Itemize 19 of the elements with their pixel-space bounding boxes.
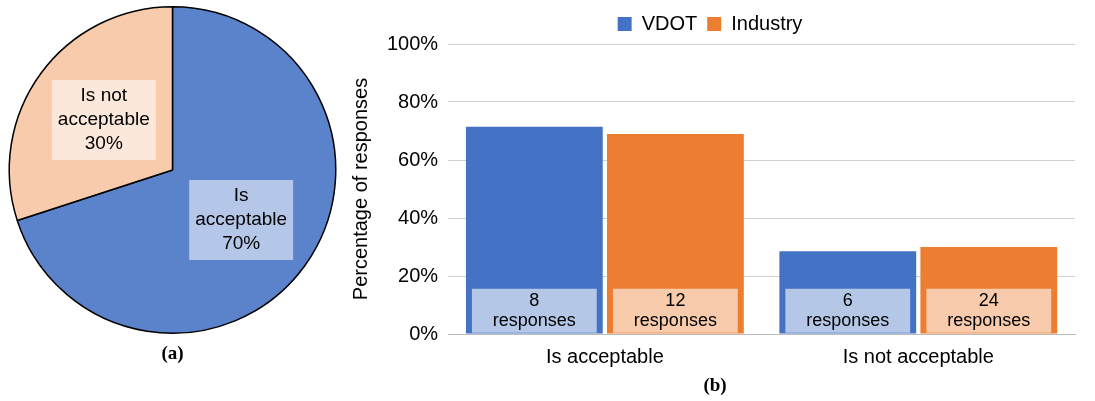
data-label: 70% bbox=[222, 232, 261, 254]
text: (a) bbox=[161, 342, 184, 364]
y-axis-title: Percentage of responses bbox=[348, 77, 371, 301]
annotation: 6 responses bbox=[806, 289, 890, 330]
text: (b) bbox=[703, 374, 727, 396]
y-tick-label: 60% bbox=[398, 147, 439, 170]
y-tick-label: 40% bbox=[398, 205, 439, 228]
y-tick-label: 80% bbox=[398, 89, 439, 112]
y-tick-label: 0% bbox=[409, 321, 439, 344]
legend-label: VDOT bbox=[641, 11, 698, 34]
y-tick-label: 20% bbox=[398, 263, 439, 286]
slice-label: Is acceptable bbox=[195, 184, 288, 230]
y-tick-label: 100% bbox=[387, 31, 439, 54]
slice-label: Is not acceptable bbox=[57, 84, 150, 130]
data-label: 30% bbox=[84, 132, 123, 154]
annotation: 24 responses bbox=[947, 289, 1031, 330]
annotation: 8 responses bbox=[492, 289, 576, 330]
annotation: 12 responses bbox=[633, 289, 717, 330]
legend-label: Industry bbox=[731, 11, 803, 34]
